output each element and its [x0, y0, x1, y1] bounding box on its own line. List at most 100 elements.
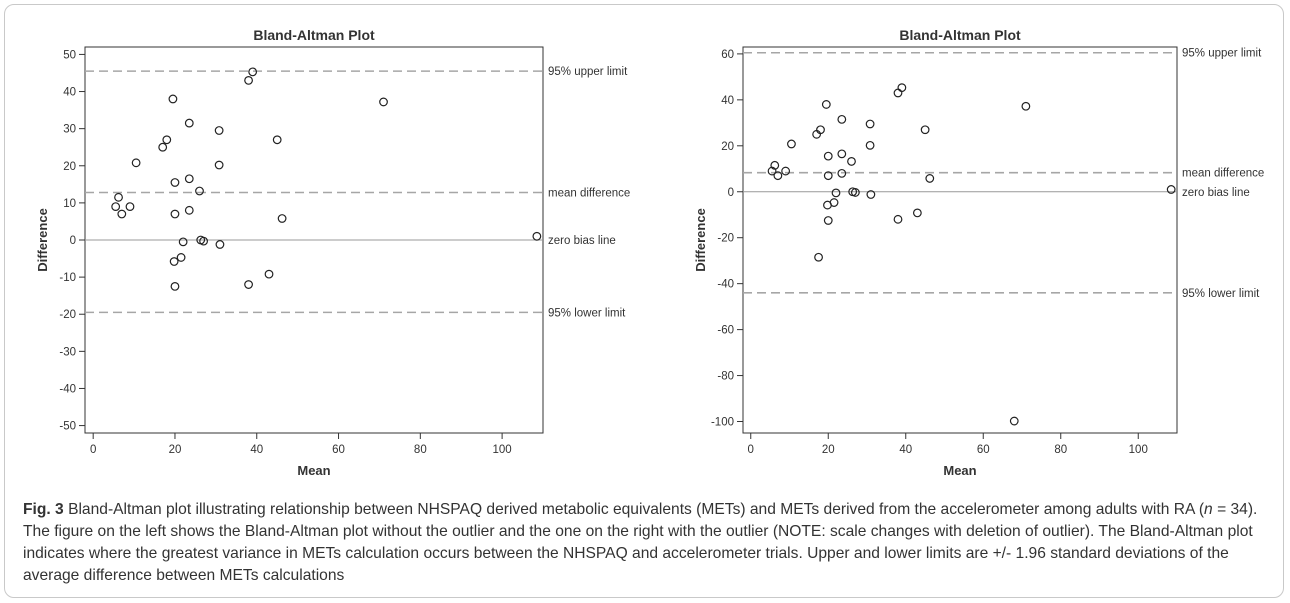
y-tick-label: 40	[721, 95, 734, 107]
data-point	[767, 166, 777, 176]
plot-area-border	[742, 46, 1178, 434]
data-point	[214, 126, 224, 135]
x-tick-label: 20	[822, 444, 835, 456]
data-point	[893, 214, 903, 224]
data-point	[821, 100, 831, 109]
chart-title: Bland-Altman Plot	[253, 27, 375, 43]
data-point	[170, 178, 180, 187]
x-tick-label: 80	[1054, 444, 1067, 456]
bland-altman-chart-with-outlier: Bland-Altman Plot 95% upper limit mean dif…	[693, 27, 1264, 478]
data-point	[168, 94, 178, 104]
y-tick-label: 40	[63, 87, 76, 99]
y-tick-label: 20	[63, 161, 76, 173]
data-point	[248, 67, 258, 77]
data-point	[277, 214, 287, 223]
data-point	[195, 186, 204, 196]
reference-line-label: 95% lower limit	[548, 307, 626, 319]
data-point	[866, 190, 876, 199]
y-tick-label: 10	[63, 198, 76, 210]
caption-n-symbol: n	[1204, 501, 1213, 518]
reference-line-label: mean difference	[548, 187, 630, 199]
data-point	[850, 188, 860, 197]
data-point	[169, 257, 179, 266]
reference-line-label: zero bias line	[1182, 187, 1250, 199]
data-point	[114, 192, 123, 202]
bland-altman-chart-without-outlier: Bland-Altman Plot 95% upper limit mean dif…	[35, 27, 630, 478]
x-tick-label: 40	[250, 444, 263, 456]
y-tick-label: -40	[59, 383, 76, 395]
data-point	[770, 160, 780, 170]
data-point	[170, 281, 180, 291]
data-point	[184, 118, 194, 128]
data-point	[244, 76, 253, 85]
y-tick-label: -20	[717, 233, 734, 245]
data-point	[264, 269, 274, 279]
y-tick-label: -40	[717, 279, 734, 291]
data-point	[1166, 185, 1176, 194]
data-point	[837, 168, 847, 178]
y-tick-label: 50	[63, 49, 76, 61]
data-point	[1009, 416, 1019, 426]
y-tick-label: -20	[59, 309, 76, 321]
data-point	[184, 205, 194, 215]
data-point	[1021, 101, 1031, 111]
data-point	[865, 119, 875, 129]
figure-caption: Fig. 3 Bland-Altman plot illustrating re…	[23, 499, 1273, 587]
data-point	[814, 252, 823, 262]
figure-frame: Bland-Altman Plot 95% upper limit mean dif…	[4, 4, 1284, 598]
x-tick-label: 60	[977, 444, 990, 456]
data-point	[532, 231, 542, 241]
data-point	[184, 174, 194, 184]
data-point	[773, 171, 783, 181]
y-tick-label: 0	[728, 187, 734, 199]
data-point	[158, 142, 168, 152]
data-point	[199, 236, 208, 246]
x-axis-label: Mean	[943, 463, 976, 478]
x-tick-label: 40	[899, 444, 912, 456]
data-point	[244, 280, 253, 289]
data-point	[865, 140, 875, 150]
data-point	[897, 83, 907, 93]
x-tick-label: 80	[414, 444, 427, 456]
data-point	[831, 188, 841, 198]
y-tick-label: 60	[721, 49, 734, 61]
x-tick-label: 0	[748, 444, 754, 456]
data-point	[925, 174, 935, 183]
y-tick-label: 30	[63, 124, 76, 136]
y-tick-label: 0	[70, 235, 76, 247]
data-point	[920, 125, 930, 135]
data-point	[787, 139, 796, 149]
x-tick-label: 100	[1129, 444, 1148, 456]
reference-line-label: mean difference	[1182, 168, 1264, 180]
caption-text-post: = 34). The figure on the left shows the …	[23, 501, 1258, 584]
y-tick-label: -30	[59, 346, 76, 358]
reference-line-label: 95% upper limit	[548, 66, 628, 78]
caption-text-pre: Bland-Altman plot illustrating relations…	[63, 501, 1205, 518]
data-point	[125, 202, 135, 211]
data-point	[111, 202, 121, 211]
y-axis-label: Difference	[35, 208, 50, 272]
x-tick-label: 100	[493, 444, 512, 456]
data-point	[781, 166, 791, 176]
data-point	[214, 160, 224, 170]
data-point	[823, 151, 833, 161]
data-point	[837, 149, 847, 159]
reference-line-label: zero bias line	[548, 235, 616, 247]
y-tick-label: -10	[59, 272, 76, 284]
data-point	[829, 198, 839, 207]
figure-label: Fig. 3	[23, 501, 64, 518]
data-point	[893, 88, 903, 98]
data-point	[162, 135, 172, 145]
data-point	[176, 253, 186, 262]
data-point	[379, 97, 388, 107]
data-point	[170, 209, 180, 219]
x-axis-label: Mean	[297, 463, 330, 478]
chart-title: Bland-Altman Plot	[899, 27, 1021, 43]
data-point	[816, 125, 825, 135]
x-tick-label: 0	[90, 444, 96, 456]
data-point	[215, 240, 225, 249]
data-point	[912, 208, 922, 218]
data-point	[131, 158, 141, 168]
x-tick-label: 60	[332, 444, 345, 456]
y-tick-label: -60	[717, 325, 734, 337]
